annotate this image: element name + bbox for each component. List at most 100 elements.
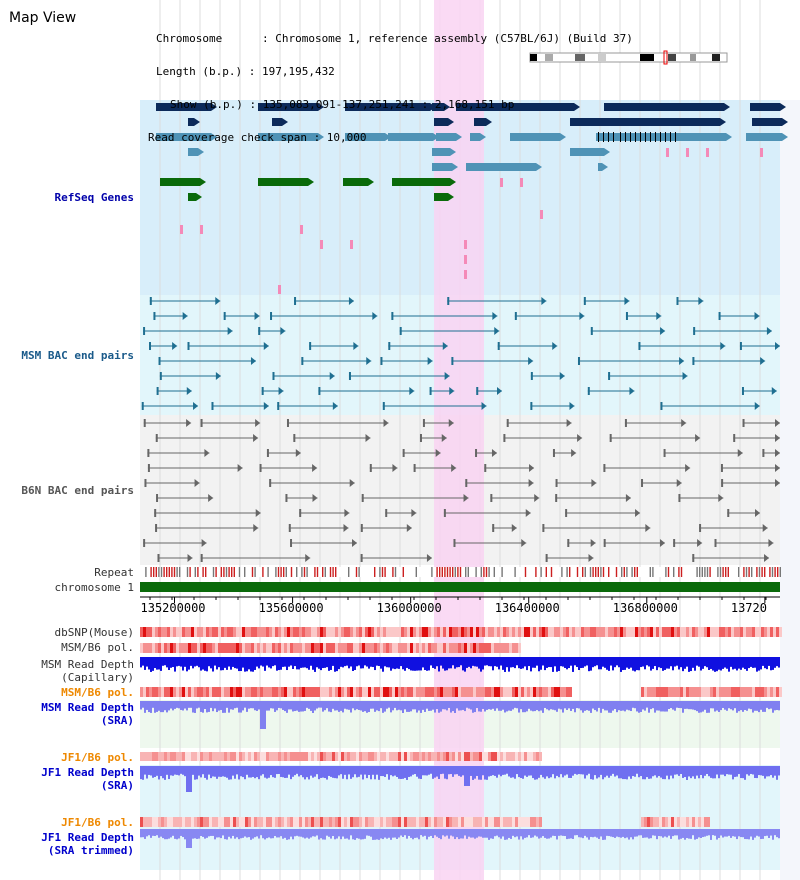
msm-depth-cap-bar — [300, 657, 302, 668]
jf1-b6-pol-2-cell — [305, 817, 308, 827]
msm-depth-sra-bar — [554, 701, 556, 711]
msm-depth-cap-bar — [152, 657, 154, 671]
repeat-element — [168, 567, 170, 577]
jf1-depth-trim-bar — [172, 829, 174, 836]
msm-b6-pol-2-cell — [347, 687, 350, 697]
msm-depth-sra-bar — [306, 701, 308, 708]
jf1-b6-pol-2-cell — [536, 817, 539, 827]
jf1-depth-sra-bar — [298, 766, 300, 777]
exon-tick — [645, 132, 646, 142]
msm-depth-sra-bar — [606, 701, 608, 711]
jf1-depth-sra-bar — [406, 766, 408, 780]
msm-b6-pol-2-cell — [770, 687, 773, 697]
msm-b6-pol-cell — [431, 643, 434, 653]
b6n-bac-pair-end — [727, 509, 730, 517]
jf1-depth-sra-bar — [684, 766, 686, 778]
repeat-element — [374, 567, 376, 577]
jf1-depth-trim-bar — [306, 829, 308, 838]
msm-depth-cap-bar — [676, 657, 678, 666]
msm-depth-cap-bar — [226, 657, 228, 670]
msm-depth-cap-bar — [572, 657, 574, 672]
jf1-depth-sra-bar — [452, 766, 454, 777]
msm-depth-cap-bar — [272, 657, 274, 667]
msm-b6-pol-2-cell — [437, 687, 440, 697]
msm-depth-cap-bar — [454, 657, 456, 669]
msm-depth-sra-bar — [224, 701, 226, 713]
repeat-element — [602, 567, 605, 577]
axis-tick-label: 135200000 — [140, 601, 206, 615]
msm-depth-sra-bar — [618, 701, 620, 711]
dbsnp-cell — [347, 627, 350, 637]
msm-depth-sra-bar — [200, 701, 202, 712]
jf1-depth-trim-bar — [264, 829, 266, 840]
dbsnp-cell — [311, 627, 314, 637]
msm-b6-pol-cell — [320, 643, 323, 653]
jf1-depth-trim-bar — [354, 829, 356, 840]
jf1-depth-trim-bar — [642, 829, 644, 838]
jf1-depth-sra-bar — [632, 766, 634, 777]
dbsnp-cell — [452, 627, 455, 637]
jf1-b6-pol-cell — [347, 752, 350, 761]
msm-depth-sra-bar — [388, 701, 390, 708]
jf1-b6-pol-2-cell — [257, 817, 260, 827]
msm-b6-pol-cell — [269, 643, 272, 653]
jf1-depth-sra-bar — [250, 766, 252, 778]
dbsnp-cell — [197, 627, 200, 637]
jf1-depth-trim-bar — [366, 829, 368, 836]
msm-bac-pair-arrow — [698, 297, 704, 305]
msm-depth-cap-bar — [470, 657, 472, 669]
repeat-element — [652, 567, 654, 577]
repeat-element — [561, 567, 563, 577]
msm-depth-cap-bar — [540, 657, 542, 670]
jf1-b6-pol-2-cell — [176, 817, 179, 827]
b6n-bac-pair-end — [603, 464, 606, 472]
msm-depth-cap-bar — [370, 657, 372, 667]
msm-depth-cap-bar — [256, 657, 258, 667]
gene-feature — [434, 193, 448, 201]
b6n-bac-pair-arrow — [577, 434, 583, 442]
track-label-b6n-bac[interactable]: B6N BAC end pairs — [21, 484, 134, 497]
dbsnp-cell — [419, 627, 422, 637]
dbsnp-cell — [758, 627, 761, 637]
minor-feature — [180, 225, 183, 234]
msm-depth-sra-bar — [266, 701, 268, 711]
msm-depth-sra-bar — [442, 701, 444, 710]
msm-b6-pol-2-cell — [668, 687, 671, 697]
jf1-depth-sra-bar — [388, 766, 390, 780]
msm-depth-sra-bar — [332, 701, 334, 709]
msm-depth-sra-bar — [512, 701, 514, 710]
jf1-depth-sra-bar — [378, 766, 380, 780]
dbsnp-cell — [662, 627, 665, 637]
length-line: Length (b.p.) : 197,195,432 — [156, 65, 335, 78]
b6n-bac-pair-arrow — [588, 554, 594, 562]
jf1-b6-pol-2-cell — [647, 817, 650, 827]
jf1-depth-trim-bar — [506, 829, 508, 840]
repeat-element — [358, 567, 360, 577]
msm-depth-sra-bar — [186, 701, 188, 711]
msm-depth-cap-bar — [690, 657, 692, 672]
msm-depth-cap-bar — [308, 657, 310, 670]
msm-b6-pol-cell — [344, 643, 347, 653]
msm-depth-cap-bar — [738, 657, 740, 669]
track-label-msm-bac[interactable]: MSM BAC end pairs — [21, 349, 134, 362]
jf1-depth-trim-bar — [376, 829, 378, 840]
repeat-element — [722, 567, 724, 577]
jf1-depth-trim-bar — [192, 829, 194, 839]
b6n-bac-pair-end — [503, 434, 506, 442]
dbsnp-cell — [368, 627, 371, 637]
dbsnp-cell — [494, 627, 497, 637]
track-label-refseq[interactable]: RefSeq Genes — [54, 191, 134, 204]
jf1-depth-sra-bar — [622, 766, 624, 780]
b6n-bac-pair-arrow — [590, 539, 596, 547]
jf1-depth-trim-bar — [652, 829, 654, 836]
msm-depth-sra-bar — [492, 701, 494, 709]
jf1-b6-pol-2-cell — [386, 817, 389, 827]
jf1-depth-trim-bar — [470, 829, 472, 838]
msm-depth-cap-bar — [546, 657, 548, 668]
msm-b6-pol-2-cell — [443, 687, 446, 697]
jf1-b6-pol-cell — [149, 752, 152, 761]
msm-depth-cap-bar — [740, 657, 742, 670]
msm-b6-pol-2-cell — [263, 687, 266, 697]
msm-b6-pol-cell — [374, 643, 377, 653]
